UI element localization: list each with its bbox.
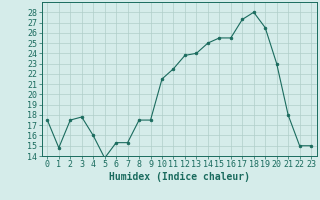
X-axis label: Humidex (Indice chaleur): Humidex (Indice chaleur) bbox=[109, 172, 250, 182]
